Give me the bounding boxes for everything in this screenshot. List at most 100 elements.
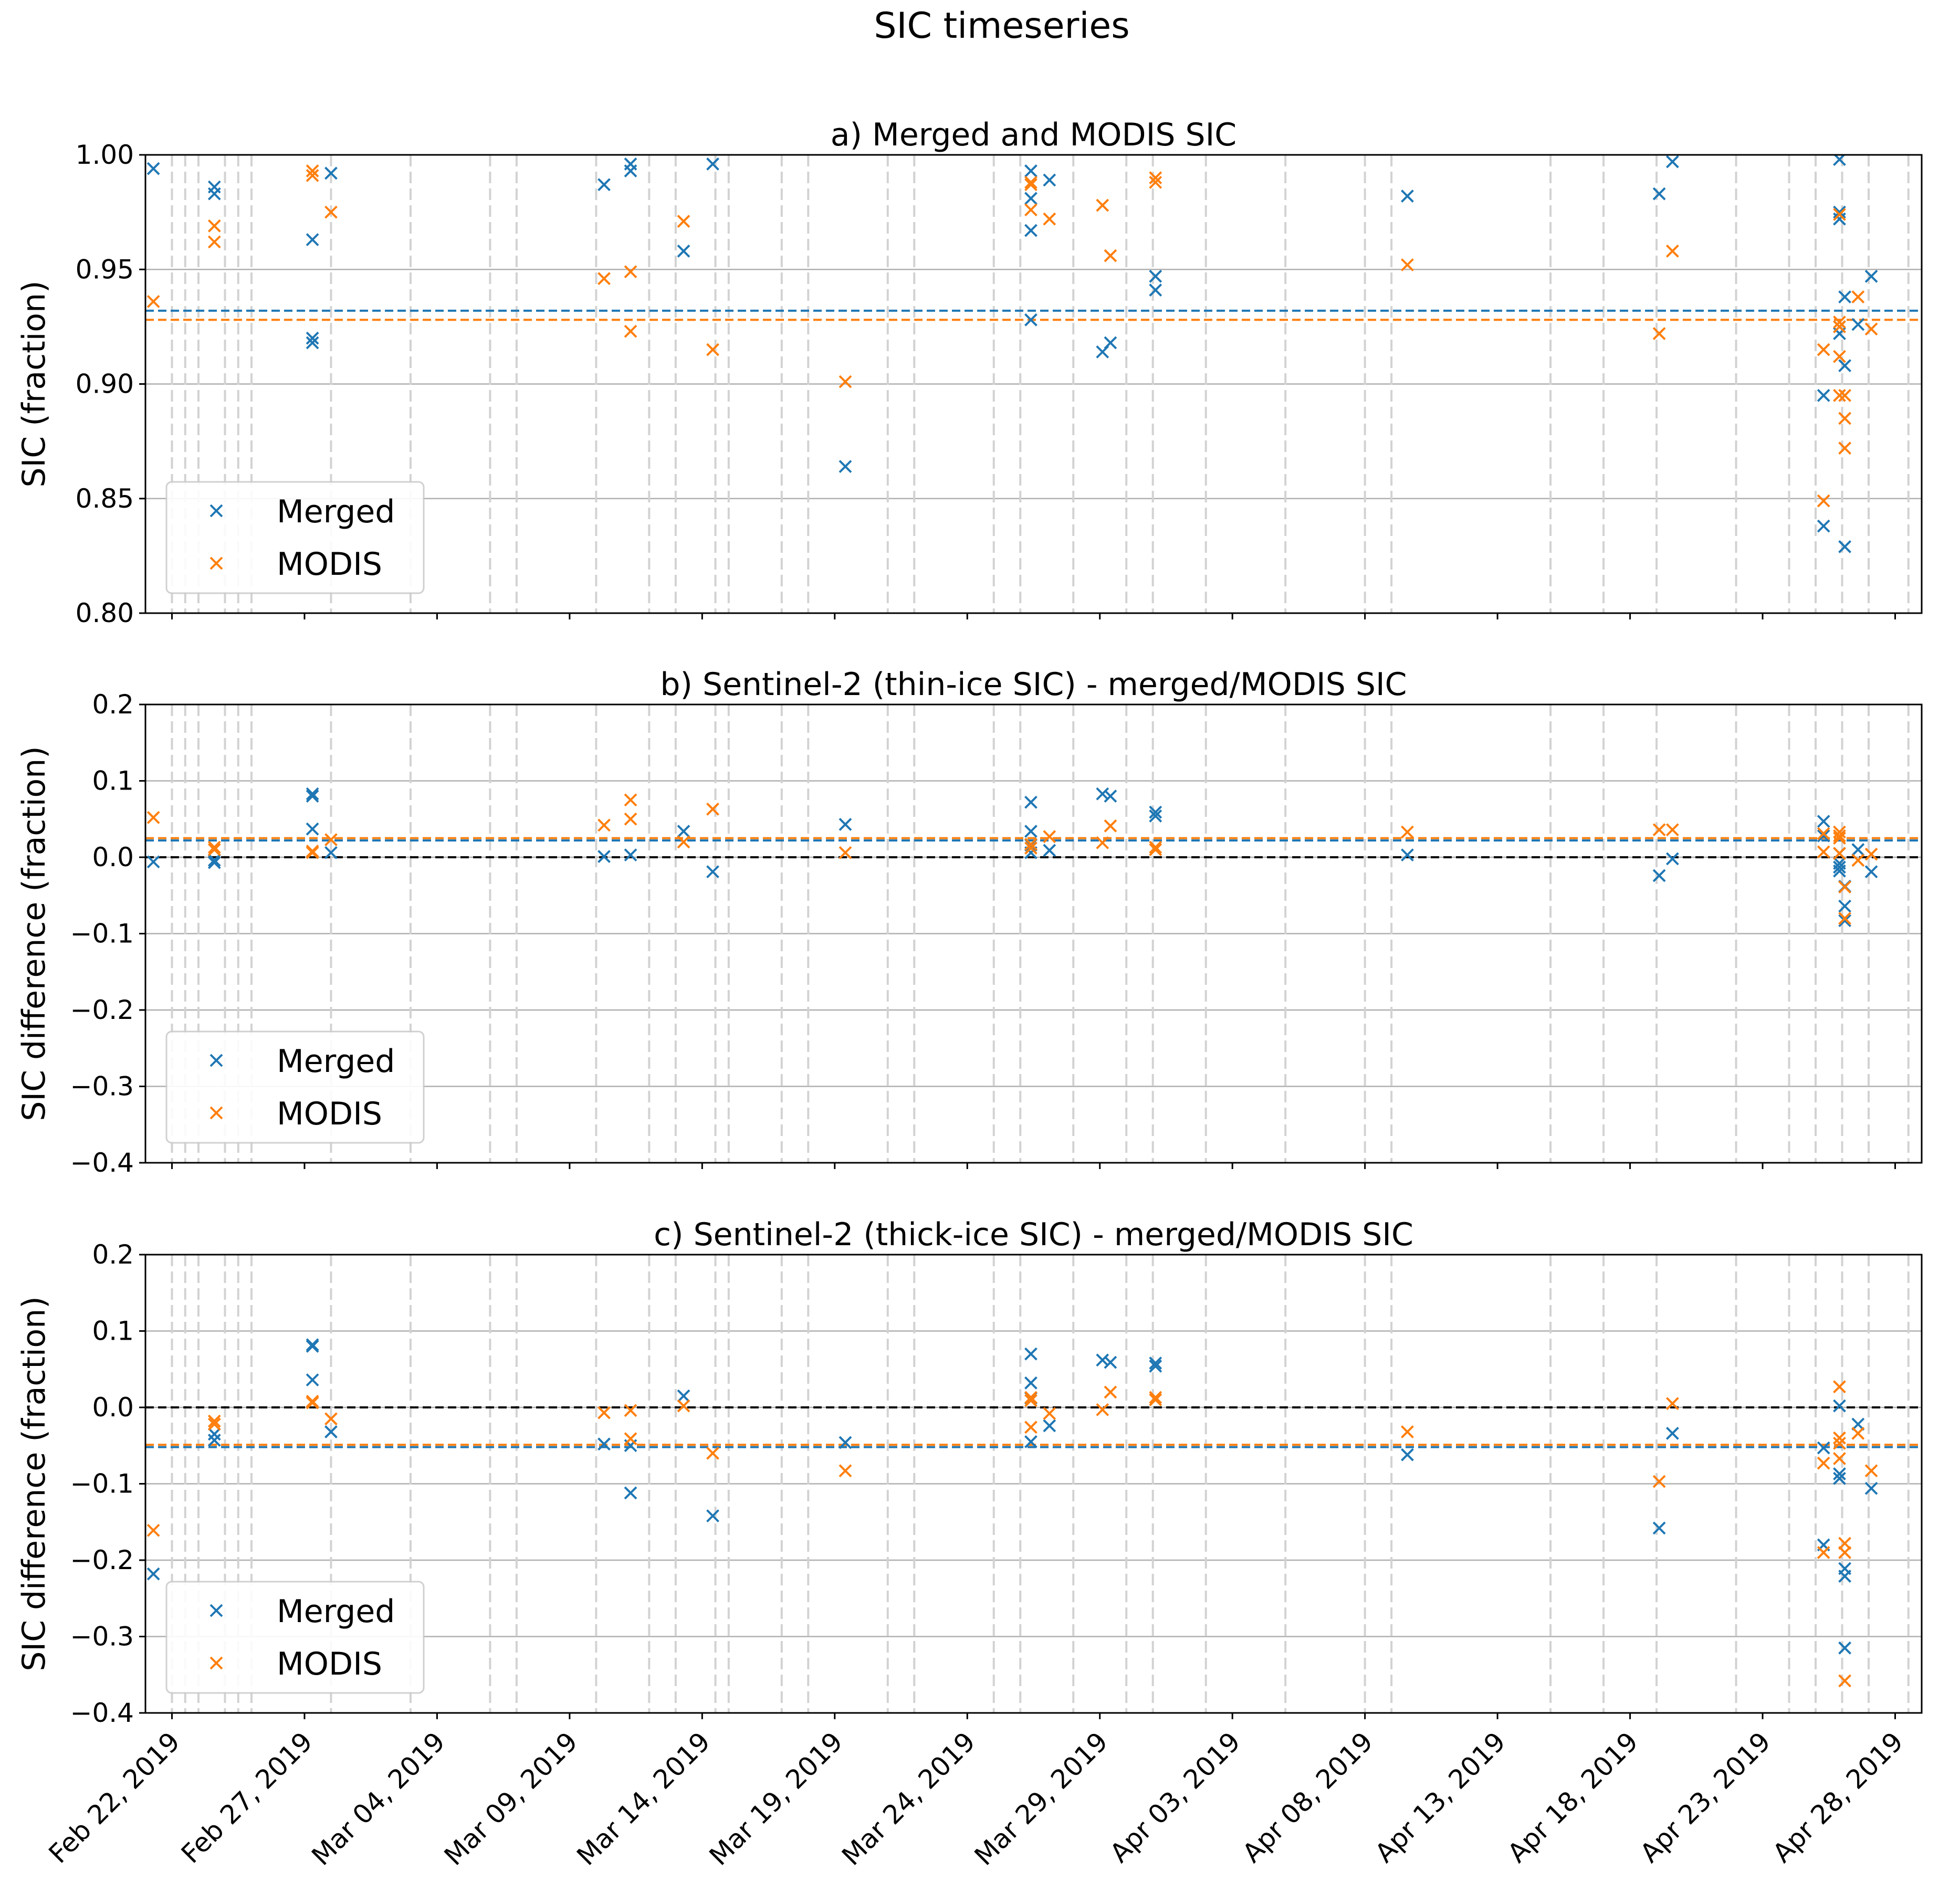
event-lines	[171, 704, 1910, 1163]
y-tick-label: −0.2	[70, 995, 134, 1025]
data-point-merged	[1024, 224, 1037, 237]
x-tick-label: Mar 04, 2019	[306, 1726, 451, 1871]
y-tick-label: −0.4	[70, 1698, 134, 1728]
data-point-merged	[1838, 1570, 1851, 1583]
data-point-modis	[1838, 1546, 1851, 1559]
data-point-modis	[706, 1446, 719, 1460]
data-point-modis	[624, 324, 637, 338]
data-point-modis	[1864, 847, 1878, 861]
data-point-modis	[1838, 388, 1851, 402]
data-point-modis	[146, 811, 160, 824]
legend-marker-modis	[209, 1106, 223, 1120]
data-point-modis	[1024, 175, 1037, 189]
data-point-modis	[1096, 1403, 1109, 1416]
data-point-merged	[324, 846, 338, 859]
data-point-merged	[324, 1425, 338, 1438]
y-tick-label: 1.00	[76, 140, 134, 170]
data-point-merged	[1024, 192, 1037, 205]
data-point-merged	[677, 825, 690, 838]
data-point-merged	[1104, 336, 1117, 350]
legend-marker-modis	[209, 556, 223, 570]
data-point-merged	[1851, 318, 1865, 331]
data-point-merged	[306, 233, 319, 246]
x-tick-label: Apr 03, 2019	[1104, 1726, 1246, 1868]
y-axis-label: SIC (fraction)	[16, 280, 53, 487]
data-point-merged	[677, 1389, 690, 1403]
y-tick-label: −0.1	[70, 919, 134, 949]
y-tick-label: 0.2	[92, 689, 134, 720]
data-point-modis	[146, 1523, 160, 1537]
data-point-modis	[1024, 178, 1037, 192]
data-point-modis	[1096, 198, 1109, 212]
event-lines	[171, 1255, 1910, 1713]
data-point-merged	[1864, 269, 1878, 283]
data-point-merged	[1833, 1399, 1846, 1413]
data-point-modis	[1833, 320, 1846, 333]
legend-frame	[165, 1581, 425, 1694]
data-point-modis	[1833, 825, 1846, 839]
x-tick-label: Mar 19, 2019	[704, 1726, 848, 1871]
x-tick-label: Mar 29, 2019	[969, 1726, 1114, 1871]
data-point-modis	[706, 343, 719, 356]
data-point-modis	[1096, 836, 1109, 849]
data-point-modis	[1024, 1391, 1037, 1404]
data-point-modis	[624, 265, 637, 279]
data-point-merged	[324, 166, 338, 180]
data-point-modis	[624, 1432, 637, 1446]
data-point-merged	[1024, 164, 1037, 177]
data-point-merged	[1833, 864, 1846, 878]
data-point-modis	[1838, 911, 1851, 925]
y-tick-label: 0.0	[92, 842, 134, 872]
data-point-merged	[1817, 519, 1830, 533]
data-point-merged	[1833, 212, 1846, 226]
data-point-modis	[1851, 1427, 1865, 1440]
data-point-modis	[306, 164, 319, 177]
data-point-modis	[677, 215, 690, 228]
data-point-merged	[677, 244, 690, 258]
data-point-merged	[598, 178, 611, 192]
data-point-merged	[1096, 1353, 1109, 1367]
legend-label-merged: Merged	[277, 1593, 395, 1630]
data-point-merged	[1024, 1347, 1037, 1361]
data-point-modis	[1864, 322, 1878, 336]
data-point-merged	[306, 822, 319, 836]
data-point-modis	[1149, 1391, 1162, 1404]
legend-marker-merged	[209, 1604, 223, 1617]
data-point-modis	[598, 1406, 611, 1419]
y-tick-label: 0.0	[92, 1392, 134, 1423]
data-point-merged	[1833, 1471, 1846, 1485]
data-point-merged	[306, 1338, 319, 1352]
data-point-modis	[839, 846, 852, 859]
data-point-modis	[1024, 1394, 1037, 1407]
data-point-modis	[706, 802, 719, 816]
data-point-modis	[1149, 171, 1162, 185]
legend-marker-merged	[209, 504, 223, 518]
data-point-merged	[624, 1486, 637, 1500]
data-point-modis	[1665, 244, 1679, 258]
data-point-modis	[1838, 441, 1851, 455]
y-tick-label: 0.1	[92, 766, 134, 796]
data-point-modis	[1817, 494, 1830, 508]
legend: Merged MODIS	[165, 1581, 425, 1694]
data-point-merged	[306, 331, 319, 345]
data-point-merged	[306, 787, 319, 801]
data-point-merged	[306, 1340, 319, 1353]
data-point-modis	[1833, 350, 1846, 363]
data-point-merged	[1401, 848, 1414, 862]
data-point-modis	[677, 1399, 690, 1413]
x-tick-label: Feb 22, 2019	[43, 1726, 186, 1869]
data-point-merged	[1104, 790, 1117, 803]
data-point-merged	[839, 818, 852, 831]
data-point-modis	[1401, 825, 1414, 839]
data-point-merged	[306, 1373, 319, 1387]
y-tick-label: −0.2	[70, 1545, 134, 1575]
data-point-modis	[306, 1396, 319, 1409]
x-tick-label: Mar 24, 2019	[836, 1726, 981, 1871]
data-point-merged	[146, 855, 160, 869]
data-point-modis	[306, 169, 319, 182]
data-point-modis	[1149, 1393, 1162, 1406]
data-point-modis	[1817, 845, 1830, 859]
y-tick-label: 0.80	[76, 598, 134, 628]
data-point-modis	[324, 1412, 338, 1426]
